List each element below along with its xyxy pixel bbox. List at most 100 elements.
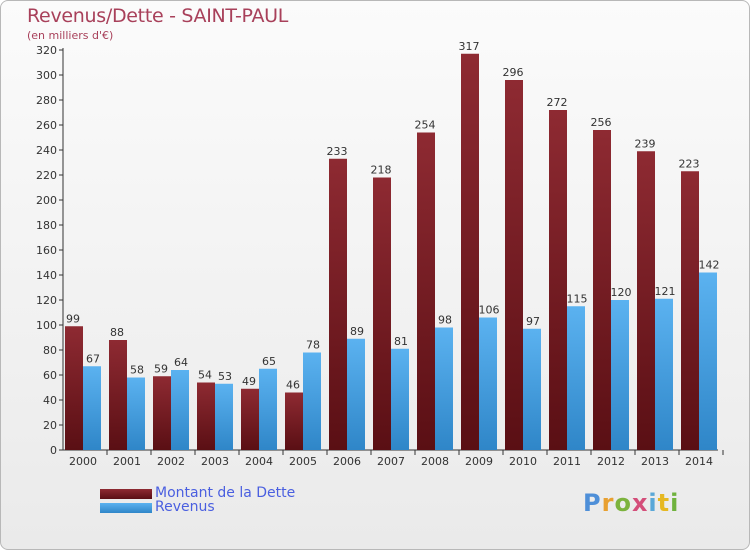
x-tick-label: 2011 [553, 455, 581, 468]
value-labels: 99 67 88 58 59 64 54 53 49 65 46 78 233 89 218 81 254 98 3… [66, 40, 720, 392]
data-label: 88 [110, 326, 124, 339]
logo-letter: t [657, 489, 671, 517]
chart-subtitle: (en milliers d'€) [27, 29, 114, 42]
data-label: 218 [371, 164, 392, 177]
bar-revenus [435, 327, 453, 450]
y-tick-label: 20 [43, 419, 57, 432]
data-label: 46 [286, 379, 300, 392]
x-tick-label: 2012 [597, 455, 625, 468]
x-tick-label: 2003 [201, 455, 229, 468]
data-label: 142 [699, 259, 720, 272]
bar-dette [109, 340, 127, 450]
y-tick-label: 200 [36, 194, 57, 207]
data-label: 120 [611, 286, 632, 299]
data-label: 99 [66, 312, 80, 325]
x-tick-label: 2009 [465, 455, 493, 468]
legend-swatch-revenus [100, 503, 152, 513]
y-tick-label: 120 [36, 294, 57, 307]
data-label: 296 [503, 66, 524, 79]
logo-letter: x [631, 489, 649, 517]
bar-dette [417, 132, 435, 450]
data-label: 64 [174, 356, 188, 369]
bar-dette [285, 392, 303, 450]
logo-letter: i [648, 489, 658, 517]
data-label: 59 [154, 362, 168, 375]
bar-revenus [171, 370, 189, 450]
logo-letter: o [614, 489, 632, 517]
x-tick-label: 2002 [157, 455, 185, 468]
data-label: 98 [438, 314, 452, 327]
bar-revenus [699, 272, 717, 450]
x-tick-label: 2010 [509, 455, 537, 468]
data-label: 81 [394, 335, 408, 348]
bar-dette [329, 158, 347, 450]
y-tick-label: 140 [36, 269, 57, 282]
x-tick-label: 2007 [377, 455, 405, 468]
data-label: 254 [415, 119, 436, 132]
x-tick-label: 2014 [685, 455, 713, 468]
data-label: 78 [306, 339, 320, 352]
bar-dette [153, 376, 171, 450]
bar-dette [505, 80, 523, 450]
y-tick-label: 320 [36, 44, 57, 57]
y-tick-label: 180 [36, 219, 57, 232]
data-label: 223 [679, 157, 700, 170]
y-tick-label: 280 [36, 94, 57, 107]
data-label: 256 [591, 116, 612, 129]
y-tick-label: 80 [43, 344, 57, 357]
y-tick-label: 0 [50, 444, 57, 457]
x-tick-label: 2013 [641, 455, 669, 468]
bar-revenus [523, 328, 541, 450]
data-label: 233 [327, 145, 348, 158]
x-tick-label: 2004 [245, 455, 273, 468]
data-label: 53 [218, 370, 232, 383]
bars [65, 53, 717, 450]
logo-letter: i [670, 489, 680, 517]
bar-dette [461, 53, 479, 450]
y-tick-label: 220 [36, 169, 57, 182]
bar-dette [637, 151, 655, 450]
legend-swatch-debt [100, 489, 152, 499]
bar-revenus [215, 383, 233, 450]
y-tick-label: 40 [43, 394, 57, 407]
legend-label-debt: Montant de la Dette [155, 485, 296, 501]
x-tick-label: 2001 [113, 455, 141, 468]
bar-dette [65, 326, 83, 450]
y-tick-label: 260 [36, 119, 57, 132]
legend-label-revenus: Revenus [155, 499, 215, 515]
bar-revenus [127, 377, 145, 450]
bar-revenus [391, 348, 409, 450]
x-tick-label: 2006 [333, 455, 361, 468]
y-tick-label: 300 [36, 69, 57, 82]
data-label: 317 [459, 40, 480, 53]
bar-revenus [303, 352, 321, 450]
bar-revenus [83, 366, 101, 450]
data-label: 58 [130, 364, 144, 377]
data-label: 106 [479, 304, 500, 317]
bar-dette [593, 130, 611, 450]
bar-revenus [567, 306, 585, 450]
bar-revenus [655, 298, 673, 450]
bar-dette [681, 171, 699, 450]
y-tick-label: 100 [36, 319, 57, 332]
data-label: 121 [655, 285, 676, 298]
y-tick-label: 240 [36, 144, 57, 157]
axes: 0 20 40 60 80 100 120 140 160 180 200 220 240 260 280 3… [36, 44, 724, 468]
y-tick-label: 160 [36, 244, 57, 257]
data-label: 49 [242, 375, 256, 388]
data-label: 54 [198, 369, 212, 382]
bar-revenus [347, 338, 365, 450]
data-label: 115 [567, 292, 588, 305]
logo-letter: r [601, 489, 615, 517]
bar-dette [549, 110, 567, 450]
x-tick-label: 2008 [421, 455, 449, 468]
bar-revenus [611, 300, 629, 450]
data-label: 89 [350, 325, 364, 338]
data-label: 65 [262, 355, 276, 368]
bar-revenus [259, 368, 277, 450]
x-tick-label: 2000 [69, 455, 97, 468]
proxiti-logo: Proxiti [583, 489, 679, 517]
data-label: 272 [547, 96, 568, 109]
bar-dette [373, 177, 391, 450]
